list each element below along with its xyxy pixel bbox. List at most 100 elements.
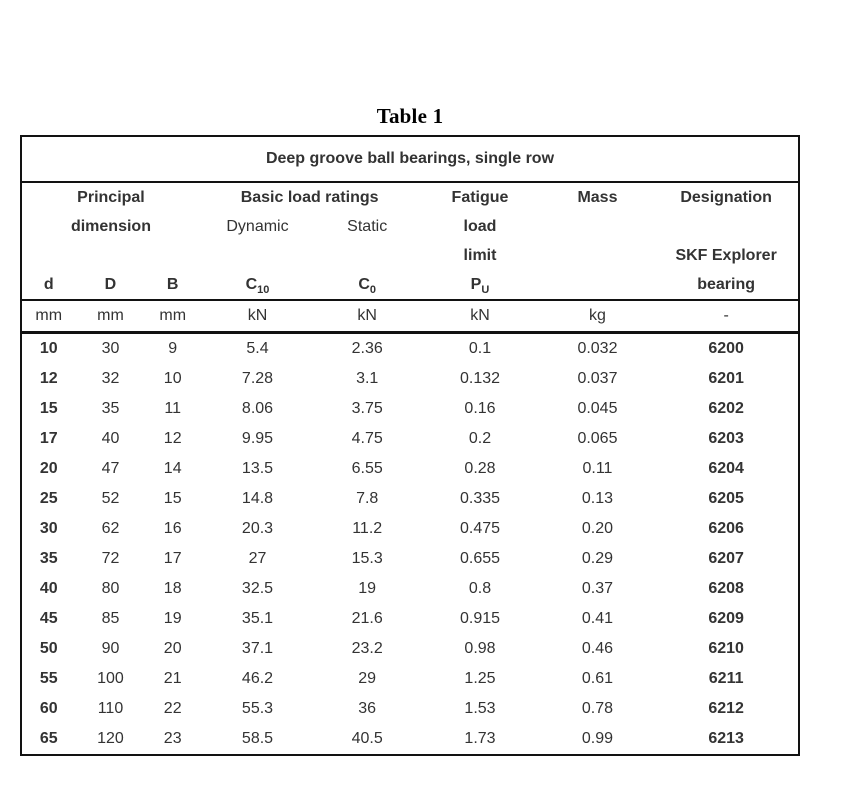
cell-mass: 0.99 — [581, 730, 614, 747]
cell-C10: 7.28 — [241, 370, 274, 387]
cell-d: 10 — [39, 340, 58, 357]
units-row: mm mm mm kN kN kN kg - — [21, 300, 799, 334]
table-row: 60 110 22 55.3 36 1.53 0.78 6212 — [21, 694, 799, 724]
table-row: 30 62 16 20.3 11.2 0.475 0.20 6206 — [21, 514, 799, 544]
table-row: 25 52 15 14.8 7.8 0.335 0.13 6205 — [21, 484, 799, 514]
cell-B: 14 — [163, 460, 182, 477]
cell-B: 22 — [163, 700, 182, 717]
spacer-cell — [654, 212, 799, 241]
cell-C10: 9.95 — [241, 430, 274, 447]
spacer-cell — [200, 241, 315, 270]
table-row: 35 72 17 27 15.3 0.655 0.29 6207 — [21, 544, 799, 574]
cell-d: 35 — [39, 550, 58, 567]
cell-designation: 6212 — [708, 700, 744, 717]
col-header-basic-load-ratings: Basic load ratings — [240, 188, 379, 206]
cell-designation: 6211 — [708, 670, 744, 687]
col-header-D: D — [75, 270, 146, 301]
cell-B: 12 — [163, 430, 182, 447]
cell-mass: 0.37 — [581, 580, 614, 597]
col-header-d: d — [21, 270, 76, 301]
cell-C0: 23.2 — [351, 640, 383, 657]
cell-mass: 0.045 — [577, 400, 618, 417]
col-header-fatigue-load: load — [463, 217, 497, 235]
cell-mass: 0.065 — [577, 430, 618, 447]
cell-D: 110 — [97, 700, 124, 717]
table-row: 15 35 11 8.06 3.75 0.16 0.045 6202 — [21, 394, 799, 424]
col-header-B: B — [145, 270, 200, 301]
cell-B: 21 — [163, 670, 182, 687]
table-row: 55 100 21 46.2 29 1.25 0.61 6211 — [21, 664, 799, 694]
cell-d: 50 — [39, 640, 58, 657]
table-row: 45 85 19 35.1 21.6 0.915 0.41 6209 — [21, 604, 799, 634]
cell-C10: 5.4 — [246, 340, 269, 357]
cell-C10: 8.06 — [241, 400, 274, 417]
cell-B: 23 — [163, 730, 182, 747]
cell-d: 45 — [39, 610, 58, 627]
unit-C10: kN — [199, 300, 316, 334]
cell-C10: 13.5 — [241, 460, 274, 477]
cell-B: 15 — [163, 490, 182, 507]
cell-PU: 0.335 — [459, 490, 501, 507]
cell-D: 35 — [101, 400, 120, 417]
table-body: Deep groove ball bearings, single row Pr… — [21, 136, 799, 755]
cell-C10: 32.5 — [241, 580, 274, 597]
cell-PU: 0.16 — [464, 400, 496, 417]
col-header-c0: C0 — [315, 270, 420, 301]
cell-C10: 37.1 — [241, 640, 274, 657]
cell-mass: 0.037 — [577, 370, 618, 387]
spacer-cell — [540, 270, 655, 301]
table-caption: Deep groove ball bearings, single row — [21, 136, 799, 183]
col-header-dynamic: Dynamic — [226, 217, 289, 235]
cell-PU: 1.25 — [464, 670, 496, 687]
cell-d: 20 — [39, 460, 58, 477]
cell-d: 40 — [39, 580, 58, 597]
cell-C0: 2.36 — [351, 340, 383, 357]
pu-subscript: U — [481, 283, 490, 296]
spacer-cell — [21, 241, 200, 270]
page: Table 1 Deep groove ball bearings, singl… — [20, 104, 800, 756]
col-header-principal: Principal — [77, 188, 145, 206]
cell-C0: 21.6 — [351, 610, 383, 627]
cell-PU: 0.28 — [464, 460, 496, 477]
cell-C10: 27 — [248, 550, 267, 567]
unit-D: mm — [75, 300, 146, 334]
cell-mass: 0.41 — [581, 610, 614, 627]
cell-designation: 6203 — [708, 430, 744, 447]
cell-mass: 0.13 — [581, 490, 614, 507]
cell-C0: 40.5 — [351, 730, 383, 747]
cell-mass: 0.032 — [577, 340, 618, 357]
cell-D: 72 — [101, 550, 120, 567]
cell-C0: 3.1 — [356, 370, 379, 387]
cell-C0: 29 — [358, 670, 377, 687]
c0-subscript: 0 — [369, 283, 377, 296]
cell-d: 30 — [39, 520, 58, 537]
unit-C0: kN — [315, 300, 420, 334]
col-header-c10: C10 — [199, 270, 316, 301]
cell-d: 25 — [39, 490, 58, 507]
table-row: 12 32 10 7.28 3.1 0.132 0.037 6201 — [21, 364, 799, 394]
cell-PU: 0.98 — [464, 640, 496, 657]
cell-D: 62 — [101, 520, 120, 537]
col-header-static: Static — [347, 217, 388, 235]
cell-d: 17 — [39, 430, 58, 447]
header-row-2: dimension Dynamic Static load — [21, 212, 799, 241]
c10-subscript: 10 — [257, 283, 270, 296]
cell-C0: 19 — [358, 580, 377, 597]
cell-mass: 0.46 — [581, 640, 614, 657]
cell-D: 100 — [97, 670, 124, 687]
cell-PU: 0.8 — [468, 580, 492, 597]
cell-d: 55 — [39, 670, 58, 687]
col-header-fatigue: Fatigue — [451, 188, 509, 206]
cell-d: 15 — [39, 400, 58, 417]
cell-C0: 11.2 — [352, 520, 383, 537]
cell-designation: 6205 — [708, 490, 744, 507]
cell-PU: 1.73 — [464, 730, 496, 747]
col-header-designation: Designation — [680, 188, 772, 206]
spacer-cell — [541, 241, 655, 270]
cell-C10: 58.5 — [241, 730, 274, 747]
cell-D: 32 — [101, 370, 120, 387]
cell-designation: 6206 — [708, 520, 744, 537]
cell-B: 16 — [163, 520, 182, 537]
cell-designation: 6208 — [708, 580, 744, 597]
cell-B: 17 — [163, 550, 182, 567]
